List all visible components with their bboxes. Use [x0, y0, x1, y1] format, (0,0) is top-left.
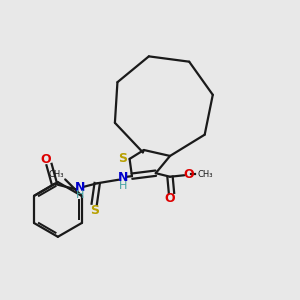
Text: S: S	[90, 204, 99, 217]
Text: O: O	[165, 192, 175, 205]
Text: H: H	[76, 190, 84, 200]
Text: N: N	[118, 171, 128, 184]
Text: H: H	[119, 181, 127, 191]
Text: S: S	[118, 152, 127, 165]
Text: O: O	[41, 153, 51, 166]
Text: O: O	[183, 168, 194, 181]
Text: CH₃: CH₃	[197, 170, 213, 179]
Text: N: N	[75, 181, 85, 194]
Text: CH₃: CH₃	[49, 169, 64, 178]
